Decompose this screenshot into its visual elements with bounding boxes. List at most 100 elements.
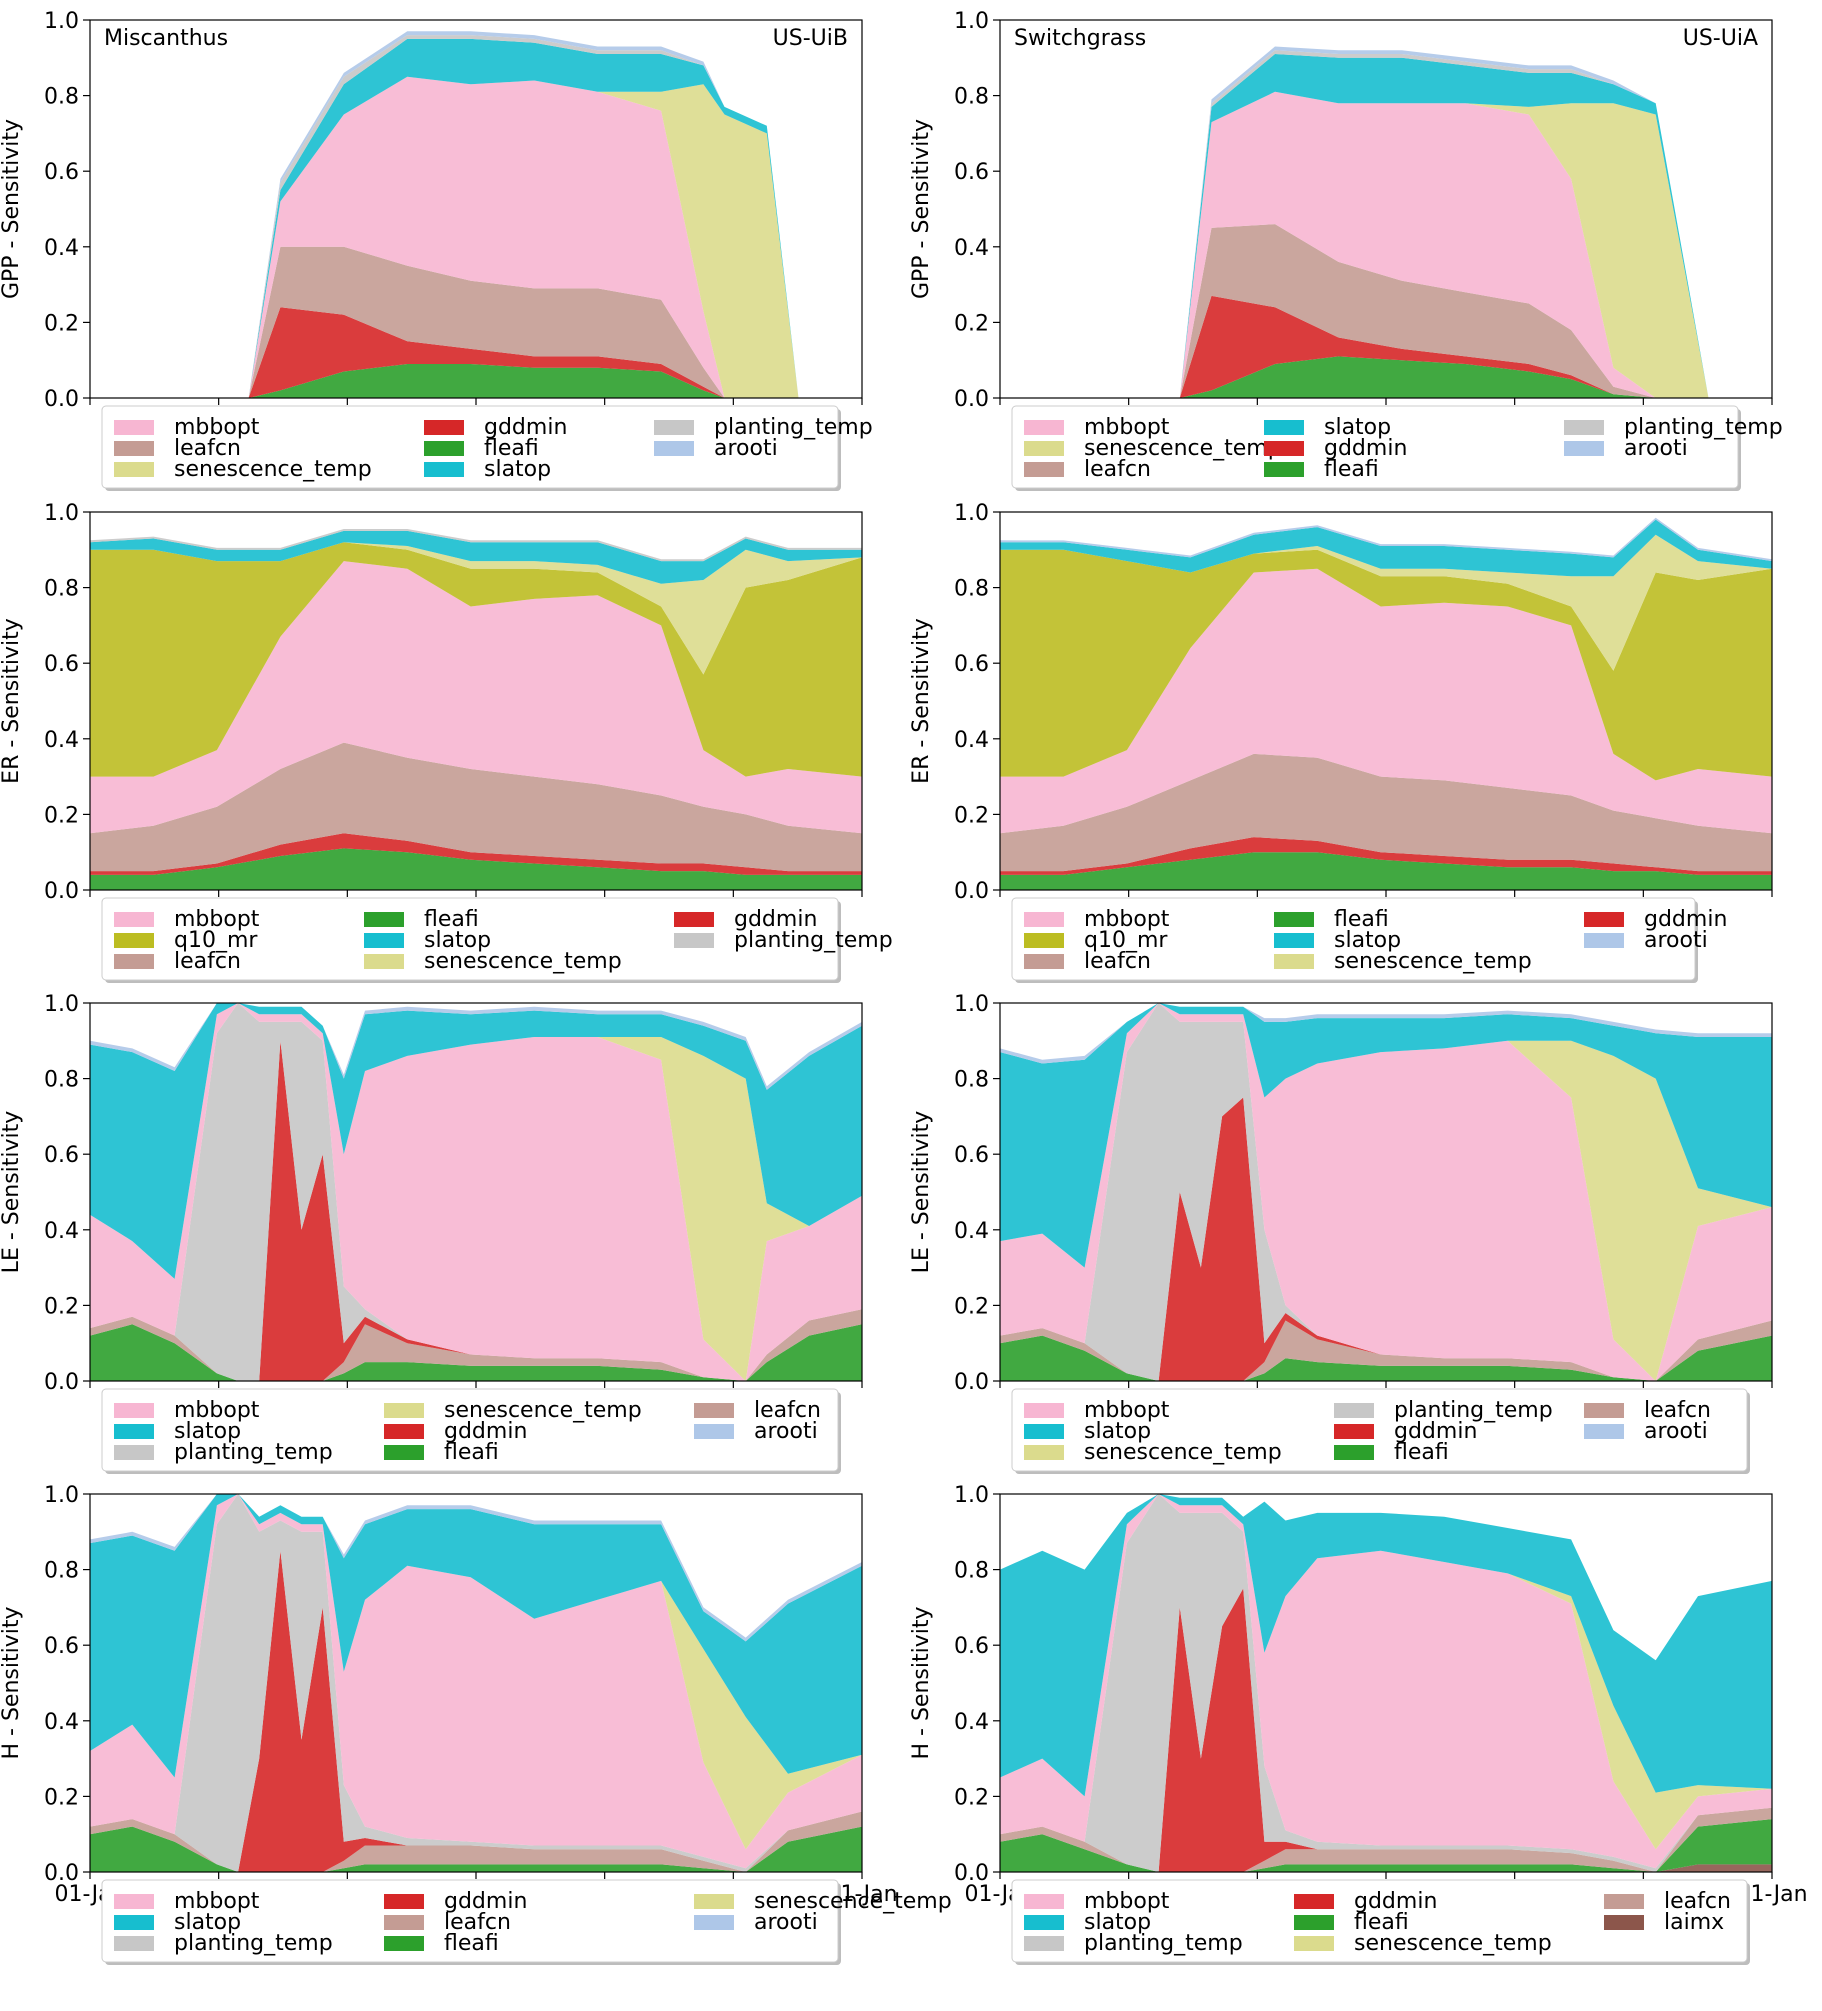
- legend-box: [1011, 405, 1739, 489]
- series-area-leafcn: [90, 1811, 862, 1872]
- y-tick-label: 0.6: [954, 1143, 989, 1168]
- y-tick-label: 0.6: [44, 1143, 79, 1168]
- series-area-planting_temp: [1000, 1003, 1772, 1381]
- legend-swatch-leafcn: [114, 954, 154, 969]
- legend-swatch-senescence_temp: [1294, 1936, 1334, 1951]
- series-area-mbbopt: [1000, 568, 1772, 834]
- legend-label-q10_mr: q10_mr: [1084, 928, 1168, 953]
- y-tick-label: 0.4: [954, 728, 989, 753]
- legend-swatch-leafcn: [1584, 1403, 1624, 1418]
- legend-swatch-fleafi: [1294, 1915, 1334, 1930]
- legend-label-gddmin: gddmin: [444, 1889, 527, 1914]
- series-area-planting_temp: [1000, 1494, 1772, 1872]
- legend-swatch-planting_temp: [654, 420, 694, 435]
- series-area-mbbopt: [90, 561, 862, 834]
- y-tick-label: 0.2: [954, 1294, 989, 1319]
- subplot-1-0: 0.0 0.2 0.4 0.6 0.8 1.0 ER - Sensitivity mbbopt…: [0, 501, 893, 983]
- series-area-leafcn: [90, 742, 862, 872]
- y-tick-label: 1.0: [44, 1483, 79, 1508]
- legend-swatch-fleafi: [384, 1445, 424, 1460]
- legend-swatch-leafcn: [1024, 462, 1064, 477]
- legend-swatch-slatop: [1264, 420, 1304, 435]
- series-area-fleafi: [1000, 852, 1772, 890]
- legend-swatch-arooti: [694, 1424, 734, 1439]
- legend-swatch-mbbopt: [114, 1894, 154, 1909]
- legend-label-planting_temp: planting_temp: [174, 1440, 333, 1465]
- series-area-fleafi: [90, 1826, 862, 1872]
- legend-label-senescence_temp: senescence_temp: [424, 949, 622, 974]
- series-area-slatop: [1000, 1494, 1772, 1797]
- legend-label-fleafi: fleafi: [1334, 907, 1389, 932]
- legend-label-mbbopt: mbbopt: [174, 1889, 260, 1914]
- series-area-senescence_temp: [1000, 91, 1772, 399]
- series-area-slatop: [1000, 519, 1772, 577]
- legend-swatch-senescence_temp: [1024, 1445, 1064, 1460]
- y-tick-label: 0.0: [44, 1861, 79, 1886]
- series-area-mbbopt: [90, 1003, 862, 1381]
- legend-swatch-leafcn: [694, 1403, 734, 1418]
- series-area-gddmin: [1000, 1097, 1772, 1381]
- legend-swatch-fleafi: [424, 441, 464, 456]
- legend-swatch-leafcn: [1604, 1894, 1644, 1909]
- subplot-3-0: 0.00.20.40.60.81.001-Jan01-Mar01-May01-J…: [0, 1483, 952, 1965]
- legend-label-q10_mr: q10_mr: [174, 928, 258, 953]
- y-tick-label: 0.6: [44, 1634, 79, 1659]
- legend-swatch-leafcn: [384, 1915, 424, 1930]
- series-area-fleafi: [90, 848, 862, 890]
- legend-label-senescence_temp: senescence_temp: [174, 457, 372, 482]
- legend-swatch-senescence_temp: [364, 954, 404, 969]
- series-area-slatop: [90, 1003, 862, 1279]
- legend-label-slatop: slatop: [1084, 1910, 1151, 1935]
- legend-swatch-leafcn: [1024, 954, 1064, 969]
- legend-swatch-fleafi: [364, 912, 404, 927]
- legend-swatch-fleafi: [1264, 462, 1304, 477]
- subplot-1-1: 0.0 0.2 0.4 0.6 0.8 1.0 ER - Sensitivity mbbopt…: [909, 501, 1773, 983]
- legend-box: [101, 1879, 839, 1963]
- y-axis-label: H - Sensitivity: [0, 1606, 24, 1759]
- legend-label-fleafi: fleafi: [1394, 1440, 1449, 1465]
- legend-label-planting_temp: planting_temp: [714, 415, 873, 440]
- legend-swatch-arooti: [1584, 1424, 1624, 1439]
- legend-label-planting_temp: planting_temp: [1624, 415, 1783, 440]
- legend-box: [101, 897, 839, 981]
- legend-label-fleafi: fleafi: [484, 436, 539, 461]
- legend-swatch-slatop: [364, 933, 404, 948]
- legend-label-slatop: slatop: [1334, 928, 1401, 953]
- series-area-fleafi: [90, 364, 862, 398]
- legend-label-planting_temp: planting_temp: [1394, 1398, 1553, 1423]
- subplot-0-1: 0.0 0.2 0.4 0.6 0.8 1.0 GPP - Sensitivity Switc…: [909, 9, 1783, 491]
- legend-swatch-gddmin: [1294, 1894, 1334, 1909]
- legend-label-arooti: arooti: [1644, 1419, 1708, 1444]
- legend-box: [101, 1388, 839, 1472]
- legend-swatch-gddmin: [1584, 912, 1624, 927]
- legend-swatch-senescence_temp: [114, 462, 154, 477]
- y-tick-label: 0.2: [954, 311, 989, 336]
- y-axis-label: LE - Sensitivity: [909, 1111, 934, 1274]
- legend-label-fleafi: fleafi: [444, 1440, 499, 1465]
- y-axis-label: GPP - Sensitivity: [0, 119, 24, 299]
- legend-swatch-slatop: [114, 1424, 154, 1439]
- series-area-gddmin: [90, 307, 862, 398]
- legend-swatch-planting_temp: [674, 933, 714, 948]
- legend-label-leafcn: leafcn: [1084, 949, 1151, 974]
- series-area-slatop: [90, 530, 862, 584]
- y-tick-label: 0.6: [954, 160, 989, 185]
- legend-label-fleafi: fleafi: [1324, 457, 1379, 482]
- legend-label-senescence_temp: senescence_temp: [1354, 1931, 1552, 1956]
- legend-swatch-senescence_temp: [694, 1894, 734, 1909]
- y-tick-label: 0.8: [954, 1068, 989, 1093]
- y-tick-label: 0.8: [954, 577, 989, 602]
- y-tick-label: 0.4: [44, 1710, 79, 1735]
- y-tick-label: 0.0: [954, 387, 989, 412]
- legend-label-arooti: arooti: [1644, 928, 1708, 953]
- series-area-fleafi: [1000, 1819, 1772, 1872]
- legend-swatch-mbbopt: [114, 1403, 154, 1418]
- y-tick-label: 0.2: [954, 803, 989, 828]
- legend-label-gddmin: gddmin: [444, 1419, 527, 1444]
- legend-label-senescence_temp: senescence_temp: [1084, 1440, 1282, 1465]
- y-tick-label: 0.6: [954, 1634, 989, 1659]
